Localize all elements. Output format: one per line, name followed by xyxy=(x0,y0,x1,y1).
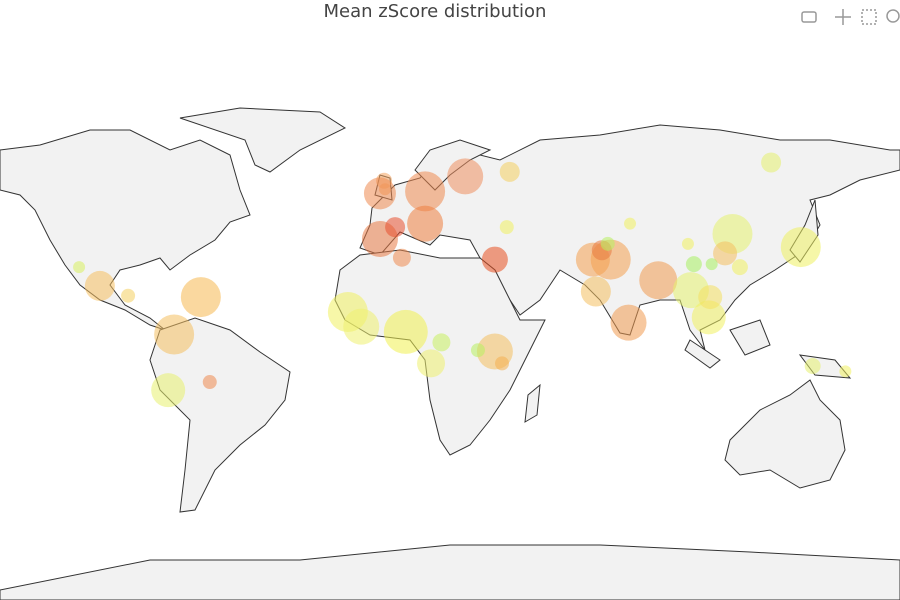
bubble xyxy=(392,248,411,267)
bubble xyxy=(202,375,217,390)
greenland xyxy=(179,107,347,173)
bubbles xyxy=(73,152,852,408)
bubble xyxy=(154,314,195,355)
lasso-icon[interactable] xyxy=(886,9,900,23)
bubble xyxy=(385,217,406,238)
bubble xyxy=(363,177,396,210)
bubble xyxy=(639,261,678,300)
bubble xyxy=(731,259,748,276)
bubble xyxy=(610,304,647,341)
select-icon[interactable] xyxy=(861,9,877,25)
bubble xyxy=(432,333,451,352)
bubble xyxy=(804,358,821,375)
bubble xyxy=(151,373,186,408)
australia xyxy=(724,379,846,489)
bubble xyxy=(383,309,428,354)
bubble xyxy=(685,256,702,273)
modebar[interactable] xyxy=(801,9,900,25)
pan-icon[interactable] xyxy=(835,9,851,25)
bubble xyxy=(73,261,86,274)
bubble xyxy=(691,300,726,335)
north-america xyxy=(0,129,251,331)
borneo xyxy=(729,319,771,356)
camera-icon[interactable] xyxy=(801,11,817,23)
bubble xyxy=(343,308,380,345)
bubble xyxy=(705,258,718,271)
bubble xyxy=(624,217,637,230)
bubble xyxy=(481,246,508,273)
bubble xyxy=(780,227,821,268)
bubble xyxy=(713,241,738,266)
bubble xyxy=(681,237,694,250)
bubble xyxy=(495,356,510,371)
bubble xyxy=(698,285,723,310)
bubble xyxy=(580,276,611,307)
bubble xyxy=(499,161,520,182)
antarctica xyxy=(0,544,900,600)
bubble xyxy=(121,288,136,303)
land xyxy=(0,107,900,600)
bubble xyxy=(499,220,514,235)
bubble xyxy=(84,270,115,301)
chart-title: Mean zScore distribution xyxy=(324,1,547,22)
bubble xyxy=(407,205,444,242)
bubble xyxy=(839,365,852,378)
bubble xyxy=(761,152,782,173)
bubble xyxy=(180,277,221,318)
bubble xyxy=(417,349,446,378)
bubble xyxy=(405,171,446,212)
sumatra xyxy=(684,339,721,369)
bubble xyxy=(447,158,484,195)
madagascar xyxy=(524,383,541,423)
bubble xyxy=(470,343,485,358)
bubble xyxy=(600,236,615,251)
